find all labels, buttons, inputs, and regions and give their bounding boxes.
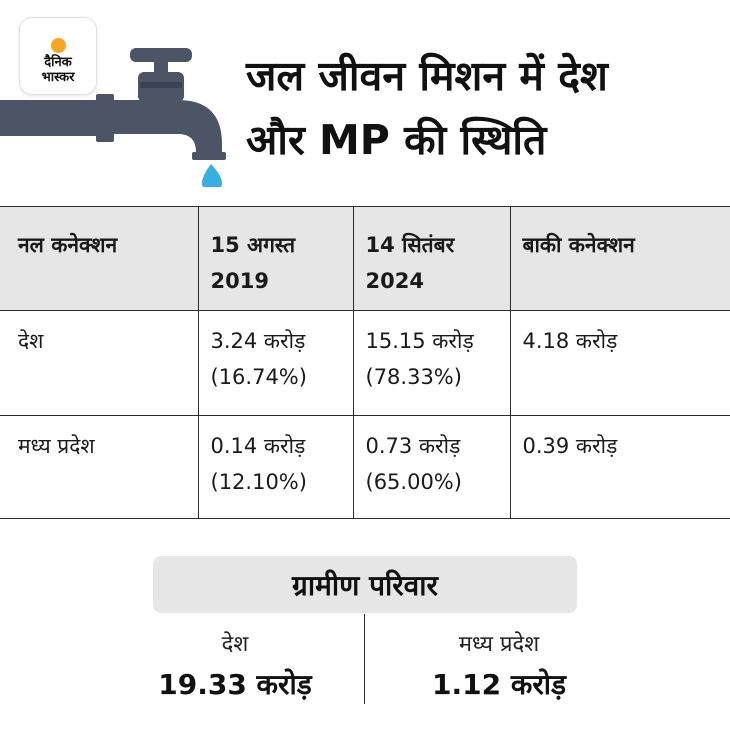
table-row: देश 3.24 करोड़ (16.74%) 15.15 करोड़ (78.33… <box>0 310 730 416</box>
rural-mp-label: मध्य प्रदेश <box>458 632 540 657</box>
cell-remaining: 0.39 करोड़ <box>509 415 730 519</box>
logo-line-2: भास्कर <box>41 70 75 85</box>
cell-2019: 3.24 करोड़ (16.74%) <box>197 310 354 416</box>
connections-table: नल कनेक्शन 15 अगस्त 2019 14 सितंबर 2024 बा… <box>0 206 730 519</box>
header-remaining: बाकी कनेक्शन <box>509 206 730 311</box>
rural-country-label: देश <box>221 632 249 657</box>
row-label: मध्य प्रदेश <box>0 415 199 519</box>
page-title: जल जीवन मिशन में देश और MP की स्थिति <box>246 44 716 172</box>
title-line-1: जल जीवन मिशन में देश <box>246 52 608 100</box>
rural-families-heading: ग्रामीण परिवार <box>153 556 577 613</box>
row-label: देश <box>0 310 199 416</box>
cell-remaining: 4.18 करोड़ <box>509 310 730 416</box>
water-tap-icon <box>0 48 226 187</box>
rural-mp-block: मध्य प्रदेश 1.12 करोड़ <box>364 628 634 706</box>
header-2019: 15 अगस्त 2019 <box>197 206 354 311</box>
water-drop-icon <box>202 164 222 187</box>
header-tap-connection: नल कनेक्शन <box>0 206 199 311</box>
cell-2019: 0.14 करोड़ (12.10%) <box>197 415 354 519</box>
divider <box>364 614 365 704</box>
rural-country-block: देश 19.33 करोड़ <box>100 628 370 706</box>
table-header-row: नल कनेक्शन 15 अगस्त 2019 14 सितंबर 2024 बा… <box>0 206 730 311</box>
logo-line-1: दैनिक <box>44 55 72 70</box>
sun-icon <box>50 38 66 53</box>
rural-mp-value: 1.12 करोड़ <box>431 668 567 701</box>
cell-2024: 0.73 करोड़ (65.00%) <box>352 415 511 519</box>
title-line-2: और MP की स्थिति <box>246 116 547 164</box>
table-row: मध्य प्रदेश 0.14 करोड़ (12.10%) 0.73 करोड… <box>0 415 730 519</box>
brand-logo: दैनिक भास्कर <box>20 18 96 94</box>
cell-2024: 15.15 करोड़ (78.33%) <box>352 310 511 416</box>
header-2024: 14 सितंबर 2024 <box>352 206 511 311</box>
rural-country-value: 19.33 करोड़ <box>158 668 312 701</box>
